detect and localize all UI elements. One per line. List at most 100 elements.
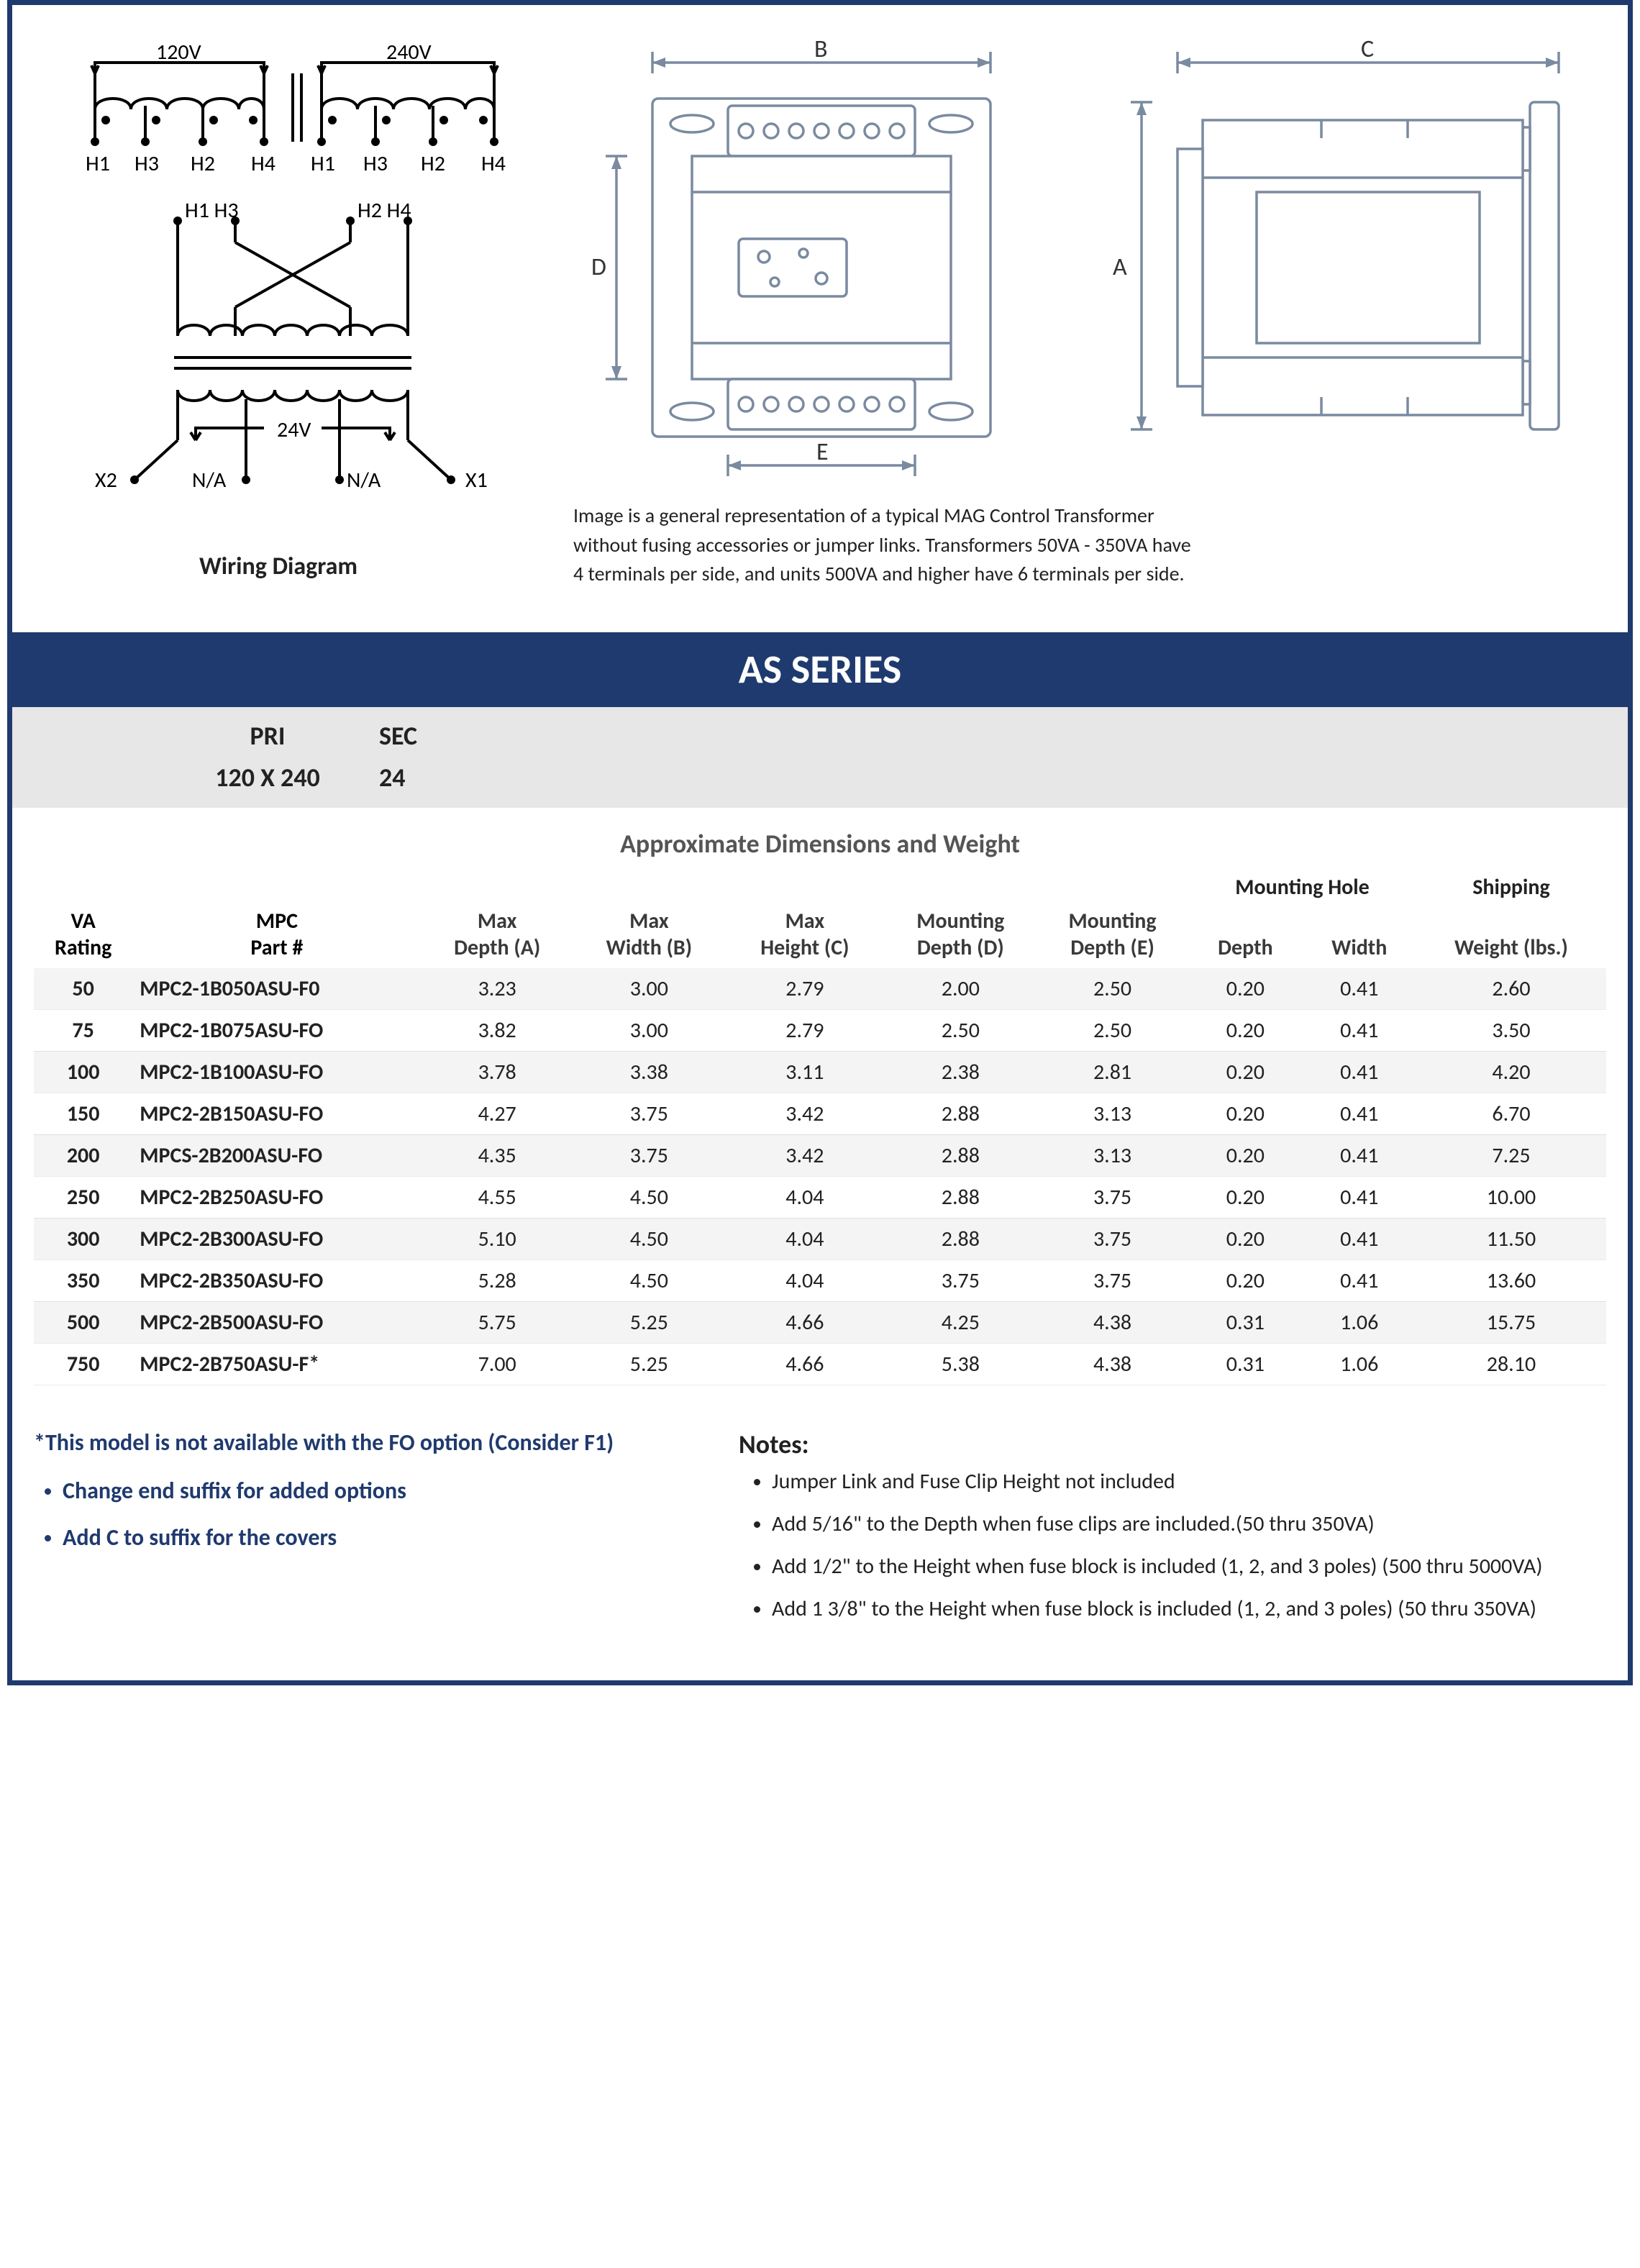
- cell-part: MPC2-1B075ASU-FO: [132, 1009, 421, 1051]
- cell-mhd: 0.20: [1188, 1093, 1302, 1134]
- wiring-h-row: H1: [86, 150, 110, 177]
- cell-mhd: 0.20: [1188, 1134, 1302, 1176]
- cell-part: MPC2-1B100ASU-FO: [132, 1051, 421, 1093]
- wiring-caption: Wiring Diagram: [34, 552, 523, 581]
- svg-text:C: C: [1361, 35, 1374, 64]
- cell-va: 200: [34, 1134, 132, 1176]
- footer-right: Notes: Jumper Link and Fuse Clip Height …: [739, 1429, 1606, 1637]
- cell-e: 2.50: [1037, 968, 1188, 1010]
- cell-e: 4.38: [1037, 1343, 1188, 1385]
- cell-mhd: 0.20: [1188, 1176, 1302, 1218]
- cell-wt: 2.60: [1416, 968, 1606, 1010]
- footer-row: *This model is not available with the FO…: [34, 1429, 1606, 1637]
- cell-b: 3.00: [573, 1009, 725, 1051]
- cell-va: 750: [34, 1343, 132, 1385]
- svg-text:H3: H3: [135, 150, 159, 177]
- cell-d: 2.88: [885, 1176, 1037, 1218]
- cell-d: 2.88: [885, 1093, 1037, 1134]
- footer-left-bullets: Change end suffix for added optionsAdd C…: [34, 1477, 681, 1552]
- cell-e: 3.13: [1037, 1093, 1188, 1134]
- mech-side-svg: .m{stroke:#7a8aa0;stroke-width:3.5;fill:…: [1070, 34, 1587, 480]
- cell-part: MPC2-2B250ASU-FO: [132, 1176, 421, 1218]
- cell-c: 4.66: [725, 1301, 885, 1343]
- th-shipping: Shipping: [1416, 867, 1606, 901]
- cell-mhd: 0.31: [1188, 1343, 1302, 1385]
- footer-right-bullet: Add 1 3/8" to the Height when fuse block…: [772, 1595, 1606, 1623]
- table-row: 150MPC2-2B150ASU-FO4.273.753.422.883.130…: [34, 1093, 1606, 1134]
- cell-mhd: 0.20: [1188, 1009, 1302, 1051]
- cell-a: 7.00: [422, 1343, 573, 1385]
- cell-d: 5.38: [885, 1343, 1037, 1385]
- cell-part: MPC2-2B750ASU-F*: [132, 1343, 421, 1385]
- svg-text:H1 H3: H1 H3: [185, 197, 239, 224]
- cell-mhw: 0.41: [1303, 1260, 1416, 1301]
- cell-d: 4.25: [885, 1301, 1037, 1343]
- table-row: 100MPC2-1B100ASU-FO3.783.383.112.382.810…: [34, 1051, 1606, 1093]
- cell-mhw: 0.41: [1303, 1134, 1416, 1176]
- footer-right-bullets: Jumper Link and Fuse Clip Height not inc…: [739, 1467, 1606, 1623]
- cell-c: 2.79: [725, 968, 885, 1010]
- cell-wt: 13.60: [1416, 1260, 1606, 1301]
- cell-part: MPC2-2B150ASU-FO: [132, 1093, 421, 1134]
- sec-value: 24: [379, 762, 523, 793]
- cell-e: 3.13: [1037, 1134, 1188, 1176]
- cell-va: 300: [34, 1218, 132, 1260]
- page: .ln { stroke:#000; stroke-width:4; fill:…: [7, 0, 1633, 1685]
- cell-mhd: 0.20: [1188, 1260, 1302, 1301]
- svg-text:H2 H4: H2 H4: [357, 197, 411, 224]
- cell-d: 2.50: [885, 1009, 1037, 1051]
- cell-wt: 28.10: [1416, 1343, 1606, 1385]
- cell-b: 5.25: [573, 1301, 725, 1343]
- footer-right-bullet: Add 5/16" to the Depth when fuse clips a…: [772, 1510, 1606, 1538]
- table-row: 350MPC2-2B350ASU-FO5.284.504.043.753.750…: [34, 1260, 1606, 1301]
- cell-va: 250: [34, 1176, 132, 1218]
- wiring-120v: 120V: [156, 39, 201, 65]
- cell-part: MPC2-2B300ASU-FO: [132, 1218, 421, 1260]
- cell-b: 4.50: [573, 1176, 725, 1218]
- footer-left-bullet: Add C to suffix for the covers: [63, 1524, 681, 1552]
- top-row: .ln { stroke:#000; stroke-width:4; fill:…: [34, 34, 1606, 589]
- dims-caption: Approximate Dimensions and Weight: [34, 828, 1606, 860]
- cell-mhw: 1.06: [1303, 1301, 1416, 1343]
- cell-mhw: 0.41: [1303, 1218, 1416, 1260]
- table-row: 200MPCS-2B200ASU-FO4.353.753.422.883.130…: [34, 1134, 1606, 1176]
- table-row: 75MPC2-1B075ASU-FO3.823.002.792.502.500.…: [34, 1009, 1606, 1051]
- cell-c: 3.11: [725, 1051, 885, 1093]
- svg-text:E: E: [816, 437, 829, 467]
- cell-wt: 6.70: [1416, 1093, 1606, 1134]
- cell-d: 3.75: [885, 1260, 1037, 1301]
- cell-mhw: 0.41: [1303, 1009, 1416, 1051]
- wiring-diagram-block: .ln { stroke:#000; stroke-width:4; fill:…: [34, 34, 523, 589]
- svg-text:H2: H2: [191, 150, 215, 177]
- cell-e: 3.75: [1037, 1176, 1188, 1218]
- star-note: *This model is not available with the FO…: [34, 1429, 681, 1457]
- cell-b: 5.25: [573, 1343, 725, 1385]
- sec-label: SEC: [379, 720, 523, 752]
- cell-a: 5.28: [422, 1260, 573, 1301]
- cell-e: 2.81: [1037, 1051, 1188, 1093]
- cell-c: 4.66: [725, 1343, 885, 1385]
- footer-left: *This model is not available with the FO…: [34, 1429, 681, 1637]
- dims-table: Mounting Hole Shipping VARating MPCPart …: [34, 867, 1606, 1385]
- cell-mhw: 0.41: [1303, 1176, 1416, 1218]
- cell-a: 3.82: [422, 1009, 573, 1051]
- cell-a: 4.55: [422, 1176, 573, 1218]
- svg-text:24V: 24V: [277, 416, 311, 443]
- th-mounting-hole: Mounting Hole: [1188, 867, 1416, 901]
- pri-value: 120 X 240: [156, 762, 379, 793]
- prisec-value-row: 120 X 240 24: [12, 762, 1628, 808]
- svg-text:H4: H4: [481, 150, 506, 177]
- footer-right-bullet: Add 1/2" to the Height when fuse block i…: [772, 1552, 1606, 1580]
- cell-wt: 7.25: [1416, 1134, 1606, 1176]
- svg-text:A: A: [1113, 252, 1127, 282]
- cell-wt: 3.50: [1416, 1009, 1606, 1051]
- cell-c: 3.42: [725, 1134, 885, 1176]
- cell-part: MPC2-2B500ASU-FO: [132, 1301, 421, 1343]
- pri-label: PRI: [156, 720, 379, 752]
- cell-e: 4.38: [1037, 1301, 1188, 1343]
- svg-text:H2: H2: [421, 150, 445, 177]
- cell-va: 150: [34, 1093, 132, 1134]
- cell-e: 3.75: [1037, 1218, 1188, 1260]
- cell-mhd: 0.20: [1188, 968, 1302, 1010]
- cell-mhw: 0.41: [1303, 1093, 1416, 1134]
